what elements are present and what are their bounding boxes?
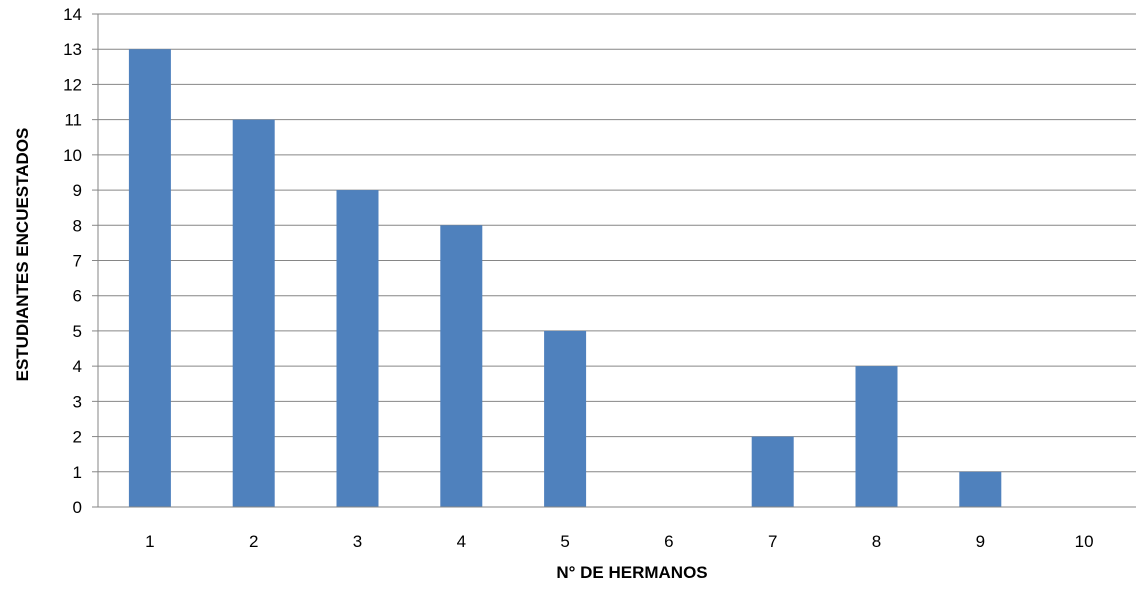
y-tick-label: 8 xyxy=(73,216,82,235)
y-tick-label: 5 xyxy=(73,322,82,341)
x-tick-label: 9 xyxy=(976,532,985,551)
y-tick-label: 1 xyxy=(73,463,82,482)
y-tick-label: 4 xyxy=(73,357,82,376)
bar-7 xyxy=(751,436,794,507)
y-tick-label: 0 xyxy=(73,498,82,517)
bars xyxy=(128,49,1002,508)
bar-1 xyxy=(128,49,171,507)
y-tick-label: 12 xyxy=(63,75,82,94)
y-tick-label: 11 xyxy=(64,111,82,130)
x-tick-label: 7 xyxy=(768,532,777,551)
y-tick-label: 6 xyxy=(73,287,82,306)
bar-3 xyxy=(336,190,379,508)
y-tick-label: 9 xyxy=(73,181,82,200)
x-tick-label: 2 xyxy=(249,532,258,551)
x-tick-label: 6 xyxy=(664,532,673,551)
x-tick-label: 1 xyxy=(145,532,154,551)
bar-5 xyxy=(544,330,587,507)
y-axis-title: ESTUDIANTES ENCUESTADOS xyxy=(13,128,32,382)
y-tick-label: 7 xyxy=(73,252,82,271)
y-tick-label: 2 xyxy=(73,428,82,447)
bar-9 xyxy=(959,471,1002,507)
x-tick-label: 5 xyxy=(560,532,569,551)
y-tick-label: 13 xyxy=(63,40,82,59)
y-tick-label: 3 xyxy=(73,392,82,411)
axes xyxy=(97,14,1136,508)
x-tick-labels: 1 2 3 4 5 6 7 8 9 10 xyxy=(145,532,1093,551)
x-axis-title: N° DE HERMANOS xyxy=(556,563,707,582)
x-tick-label: 8 xyxy=(872,532,881,551)
y-tick-label: 10 xyxy=(63,146,82,165)
y-tick-label: 14 xyxy=(63,5,82,24)
x-tick-label: 3 xyxy=(353,532,362,551)
bar-2 xyxy=(232,119,275,508)
bar-4 xyxy=(440,225,483,508)
bar-8 xyxy=(855,366,898,507)
x-tick-label: 4 xyxy=(457,532,466,551)
x-tick-label: 10 xyxy=(1075,532,1094,551)
